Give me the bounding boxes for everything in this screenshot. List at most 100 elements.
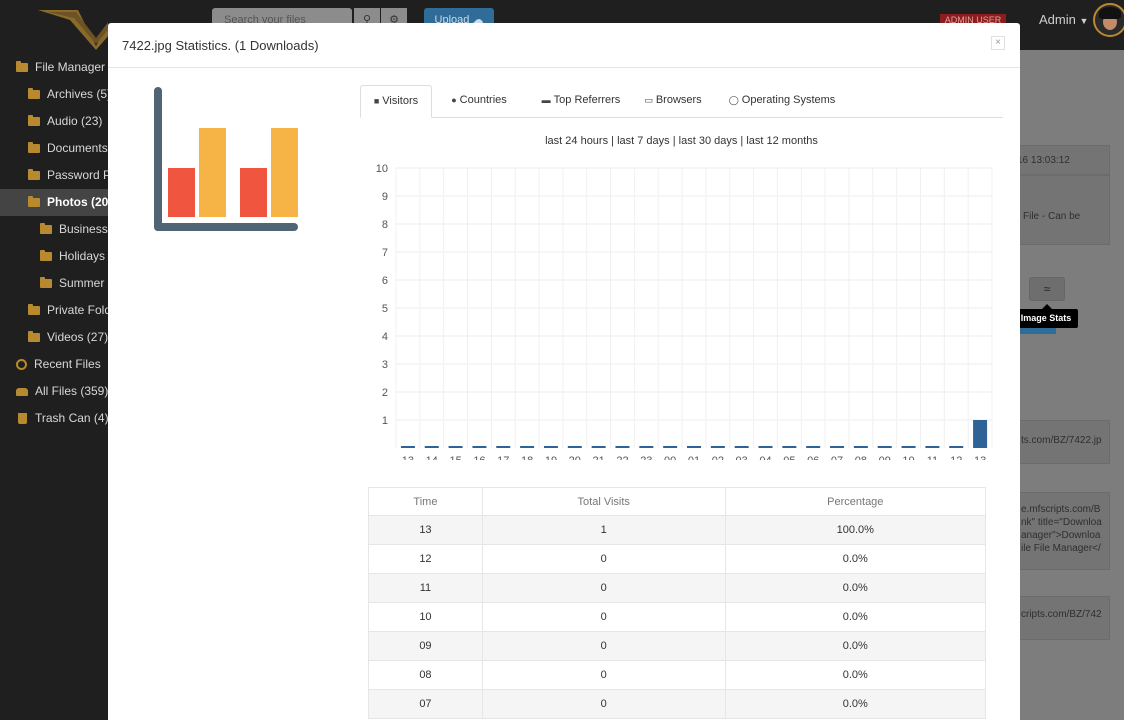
y-tick-label: 6: [382, 275, 388, 287]
table-cell: 07: [368, 689, 483, 719]
sidebar-item-label: Summer (: [59, 276, 108, 290]
x-tick-label: 13: [974, 455, 986, 460]
column-header[interactable]: Total Visits: [481, 487, 726, 516]
x-tick-label: 16: [473, 455, 485, 460]
sidebar-nav: File Manager ( Archives (5) Audio (23) Docu…: [0, 54, 108, 432]
x-tick-label: 13: [402, 455, 414, 460]
laptop-icon: ▭: [644, 95, 653, 105]
sidebar-item-label: File Manager (: [35, 60, 108, 74]
tab-top-referrers[interactable]: ▬ Top Referrers: [526, 85, 636, 118]
range-link[interactable]: last 24 hours: [545, 135, 609, 147]
range-link[interactable]: last 12 months: [746, 135, 818, 147]
sidebar-item[interactable]: Password P: [0, 162, 108, 189]
x-tick-label: 06: [807, 455, 819, 460]
embed-html-panel[interactable]: e.mfscripts.com/B nk" title="Downloa ana…: [1010, 492, 1110, 570]
sidebar-item[interactable]: Documents: [0, 135, 108, 162]
sidebar-item-label: Trash Can (4): [35, 411, 108, 425]
x-tick-label: 05: [783, 455, 795, 460]
sidebar-item-label: Password P: [47, 168, 108, 182]
sidebar-item[interactable]: Holidays (: [0, 243, 108, 270]
image-stats-tooltip: Image Stats: [1014, 304, 1078, 328]
sidebar-item-label: Audio (23): [47, 114, 103, 128]
chart-bar: [734, 446, 749, 448]
sidebar-item[interactable]: Videos (27): [0, 324, 108, 351]
y-tick-label: 4: [382, 331, 388, 343]
sidebar-item-label: Recent Files: [34, 357, 101, 371]
folder-icon: [40, 277, 52, 288]
tab-label: Browsers: [655, 94, 702, 106]
chart-bar: [877, 446, 892, 448]
table-header-row: Time Total Visits Percentage: [368, 487, 987, 516]
modal-title: 7422.jpg Statistics. (1 Downloads): [122, 38, 319, 53]
sidebar-item[interactable]: Audio (23): [0, 108, 108, 135]
stats-tabs: ■ Visitors ● Countries ▬ Top Referrers ▭ Browse…: [360, 85, 1003, 118]
folder-icon: [40, 223, 52, 234]
image-stats-button[interactable]: ≈: [1029, 277, 1065, 301]
table-cell: 0: [481, 602, 726, 632]
linux-icon: ◯: [728, 95, 739, 105]
tab-operating-systems[interactable]: ◯ Operating Systems: [722, 85, 842, 118]
time-range-links: last 24 hours | last 7 days | last 30 da…: [360, 135, 1003, 147]
statistics-modal: 7422.jpg Statistics. (1 Downloads) × ■ Vi…: [108, 23, 1020, 720]
sidebar-item[interactable]: Archives (5): [0, 81, 108, 108]
chart-bar: [901, 446, 916, 448]
table-cell: 0: [481, 573, 726, 603]
chart-bar: [687, 446, 701, 448]
search-icon: ⚲: [362, 14, 372, 26]
x-tick-label: 20: [569, 455, 581, 460]
chart-bar: [567, 446, 582, 448]
x-tick-label: 02: [712, 455, 724, 460]
comment-icon: ▬: [541, 95, 551, 105]
folder-icon: [16, 61, 28, 72]
table-cell: 0.0%: [724, 544, 987, 574]
table-row: 11 0 0.0%: [368, 573, 987, 603]
chart-bar: [853, 446, 868, 448]
sidebar-item[interactable]: Photos (207: [0, 189, 108, 216]
sidebar-item[interactable]: Business: [0, 216, 108, 243]
user-menu[interactable]: Admin ▼: [1039, 12, 1089, 27]
range-link[interactable]: last 7 days: [617, 135, 670, 147]
globe-icon: ●: [451, 95, 457, 105]
sidebar-item-label: Videos (27): [47, 330, 108, 344]
chart-bar: [400, 446, 415, 448]
table-row: 10 0 0.0%: [368, 602, 987, 632]
tab-browsers[interactable]: ▭ Browsers: [632, 85, 714, 118]
range-separator: |: [669, 135, 679, 147]
chart-bar: [782, 446, 797, 448]
file-date-panel: 16 13:03:12: [1010, 145, 1110, 175]
sidebar-item-label: Private Folde: [47, 303, 108, 317]
table-row: 09 0 0.0%: [368, 631, 987, 661]
sidebar-item[interactable]: Trash Can (4): [0, 405, 108, 432]
sidebar: File Manager ( Archives (5) Audio (23) Docu…: [0, 0, 154, 720]
sidebar-item[interactable]: Recent Files: [0, 351, 108, 378]
tab-countries[interactable]: ● Countries: [438, 85, 520, 118]
sidebar-item[interactable]: Private Folde: [0, 297, 108, 324]
sidebar-item[interactable]: File Manager (: [0, 54, 108, 81]
avatar[interactable]: [1093, 3, 1124, 37]
table-cell: 08: [368, 660, 483, 690]
column-header[interactable]: Percentage: [724, 487, 987, 516]
y-tick-label: 9: [382, 191, 388, 203]
range-link[interactable]: last 30 days: [678, 135, 738, 147]
x-tick-label: 18: [521, 455, 533, 460]
y-tick-label: 3: [382, 359, 388, 371]
folder-icon: [40, 250, 52, 261]
y-tick-label: 2: [382, 387, 388, 399]
short-url-panel[interactable]: cripts.com/BZ/742: [1010, 596, 1110, 640]
folder-icon: [28, 115, 40, 126]
close-button[interactable]: ×: [991, 36, 1005, 50]
table-cell: 09: [368, 631, 483, 661]
box-icon: [16, 388, 28, 396]
visitors-bar-chart: 1234567891013141516171819202122230001020…: [376, 163, 993, 460]
sidebar-item[interactable]: Summer (: [0, 270, 108, 297]
file-url-panel[interactable]: ts.com/BZ/7422.jp: [1010, 420, 1110, 464]
sidebar-item[interactable]: All Files (359): [0, 378, 108, 405]
tab-visitors[interactable]: ■ Visitors: [360, 85, 432, 118]
folder-icon: [28, 88, 40, 99]
file-description-panel: File - Can be: [1010, 175, 1110, 245]
column-header[interactable]: Time: [368, 487, 483, 516]
x-tick-label: 17: [497, 455, 509, 460]
table-cell: 0.0%: [724, 689, 987, 719]
y-tick-label: 8: [382, 219, 388, 231]
x-tick-label: 09: [879, 455, 891, 460]
